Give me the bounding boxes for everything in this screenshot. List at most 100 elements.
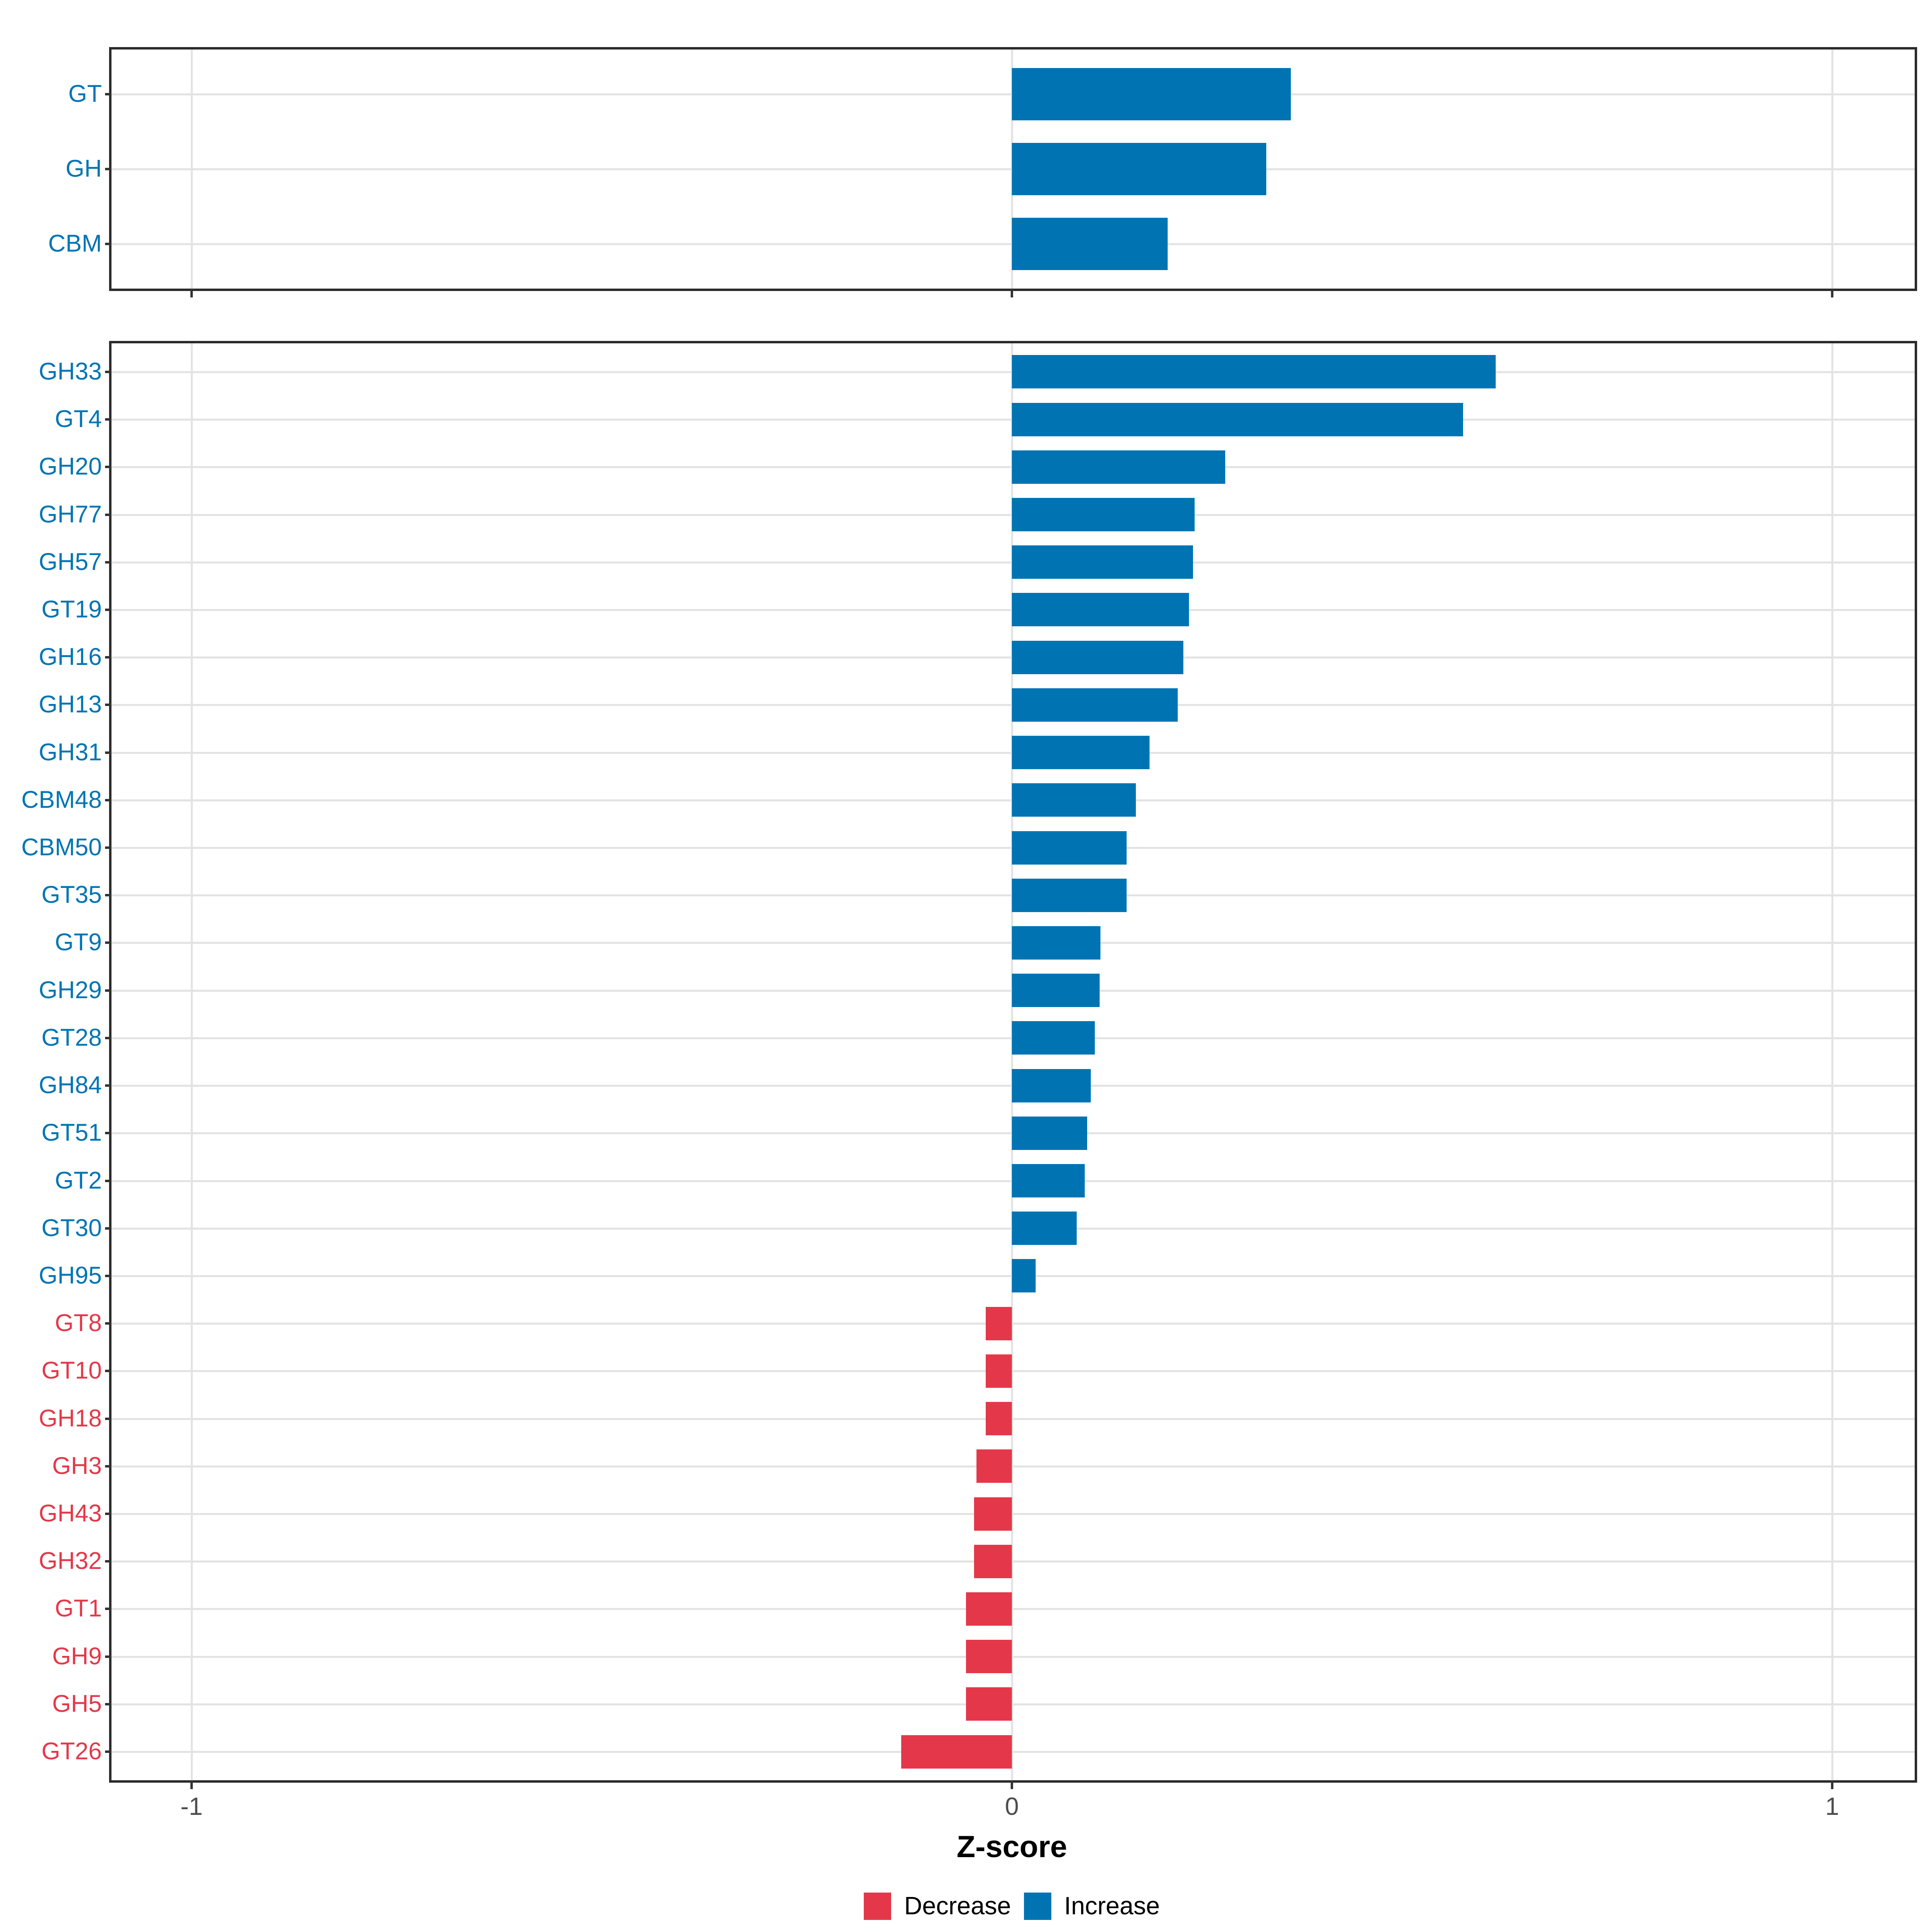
vertical-gridline-1 — [1831, 343, 1833, 1780]
row-gridline-GH32 — [111, 1560, 1915, 1563]
y-tick-mark-GH84 — [105, 1084, 111, 1087]
y-tick-mark-CBM — [105, 243, 111, 245]
y-tick-mark-GH33 — [105, 371, 111, 373]
bar-GH31 — [1012, 736, 1150, 769]
legend: Decrease Increase — [0, 1892, 1932, 1920]
bar-GH3 — [976, 1449, 1012, 1483]
y-tick-mark-GH95 — [105, 1275, 111, 1277]
y-tick-mark-GT26 — [105, 1750, 111, 1753]
bar-GT — [1012, 68, 1291, 120]
y-tick-mark-GH57 — [105, 561, 111, 564]
y-label-CBM: CBM — [48, 230, 102, 257]
bar-GT10 — [986, 1354, 1012, 1388]
legend-key-increase-icon — [1024, 1892, 1051, 1920]
bar-GH84 — [1012, 1069, 1091, 1102]
y-tick-mark-GT8 — [105, 1322, 111, 1325]
y-tick-mark-GT1 — [105, 1608, 111, 1610]
y-label-GT8: GT8 — [55, 1309, 102, 1336]
bar-GH13 — [1012, 688, 1178, 722]
bar-GH33 — [1012, 355, 1496, 388]
y-tick-mark-GH13 — [105, 704, 111, 706]
bar-GT51 — [1012, 1117, 1087, 1150]
bar-GH5 — [966, 1687, 1012, 1721]
row-gridline-GH18 — [111, 1418, 1915, 1420]
y-label-GH95: GH95 — [39, 1262, 102, 1289]
y-label-GT35: GT35 — [41, 881, 102, 908]
y-tick-mark-GT51 — [105, 1132, 111, 1134]
y-tick-mark-GH77 — [105, 514, 111, 516]
bar-GT9 — [1012, 926, 1100, 960]
row-gridline-GH43 — [111, 1513, 1915, 1515]
y-tick-mark-GH32 — [105, 1560, 111, 1563]
y-label-GT9: GT9 — [55, 929, 102, 956]
y-tick-mark-GT2 — [105, 1180, 111, 1182]
bar-GT1 — [966, 1592, 1012, 1626]
bar-GT28 — [1012, 1021, 1095, 1055]
x-tick-mark-0 — [1011, 289, 1013, 297]
bar-CBM — [1012, 218, 1168, 270]
y-label-GT2: GT2 — [55, 1167, 102, 1194]
bar-GH95 — [1012, 1259, 1036, 1292]
x-tick-label--1: -1 — [180, 1793, 203, 1821]
y-tick-mark-GT — [105, 93, 111, 95]
x-tick-mark-1 — [1831, 1780, 1833, 1789]
y-label-CBM50: CBM50 — [21, 834, 102, 861]
bar-GH43 — [974, 1497, 1012, 1531]
y-label-GH57: GH57 — [39, 548, 102, 575]
legend-label-increase: Increase — [1064, 1892, 1160, 1920]
row-gridline-GT26 — [111, 1751, 1915, 1753]
bar-GH18 — [986, 1402, 1012, 1435]
bar-GT4 — [1012, 403, 1463, 436]
y-tick-mark-CBM48 — [105, 799, 111, 801]
y-label-GT26: GT26 — [41, 1738, 102, 1765]
bar-GT8 — [986, 1307, 1012, 1340]
bar-CBM48 — [1012, 783, 1136, 817]
y-label-GH31: GH31 — [39, 739, 102, 766]
y-label-GH32: GH32 — [39, 1547, 102, 1574]
row-gridline-GH3 — [111, 1466, 1915, 1468]
y-tick-mark-GT30 — [105, 1227, 111, 1230]
y-tick-mark-GH20 — [105, 466, 111, 468]
bar-GH20 — [1012, 450, 1225, 484]
y-label-GT19: GT19 — [41, 596, 102, 623]
y-tick-mark-GT4 — [105, 418, 111, 421]
y-tick-mark-GT19 — [105, 609, 111, 611]
y-tick-mark-GH18 — [105, 1418, 111, 1420]
y-tick-mark-GH29 — [105, 989, 111, 992]
y-label-GH77: GH77 — [39, 501, 102, 528]
x-tick-mark--1 — [190, 1780, 193, 1789]
y-label-GH: GH — [66, 155, 102, 182]
y-tick-mark-GH16 — [105, 656, 111, 658]
vertical-gridline--1 — [191, 343, 193, 1780]
y-tick-mark-GH3 — [105, 1465, 111, 1468]
y-tick-mark-GT35 — [105, 894, 111, 896]
y-label-GH29: GH29 — [39, 976, 102, 1003]
row-gridline-GT8 — [111, 1323, 1915, 1325]
y-label-GH5: GH5 — [52, 1690, 102, 1717]
bar-GH29 — [1012, 974, 1100, 1007]
bar-GH77 — [1012, 498, 1195, 531]
y-label-GT1: GT1 — [55, 1595, 102, 1622]
y-label-GH33: GH33 — [39, 358, 102, 385]
x-tick-label-1: 1 — [1825, 1793, 1839, 1821]
bar-GT35 — [1012, 879, 1127, 912]
bar-GH16 — [1012, 641, 1183, 674]
bar-GH57 — [1012, 545, 1193, 579]
y-label-GT: GT — [68, 80, 102, 107]
y-tick-mark-GH5 — [105, 1703, 111, 1705]
bar-GH9 — [966, 1640, 1012, 1673]
x-axis-title: Z-score — [956, 1830, 1067, 1864]
x-tick-mark-0 — [1011, 1780, 1013, 1789]
y-tick-mark-GH — [105, 168, 111, 170]
row-gridline-GH5 — [111, 1703, 1915, 1705]
vertical-gridline-0 — [1011, 343, 1013, 1780]
x-tick-label-0: 0 — [1005, 1793, 1019, 1821]
row-gridline-GT10 — [111, 1370, 1915, 1372]
x-tick-mark--1 — [190, 289, 193, 297]
y-tick-mark-GH43 — [105, 1513, 111, 1515]
y-label-GH20: GH20 — [39, 453, 102, 480]
y-tick-mark-CBM50 — [105, 846, 111, 849]
legend-label-decrease: Decrease — [904, 1892, 1011, 1920]
y-label-CBM48: CBM48 — [21, 786, 102, 813]
